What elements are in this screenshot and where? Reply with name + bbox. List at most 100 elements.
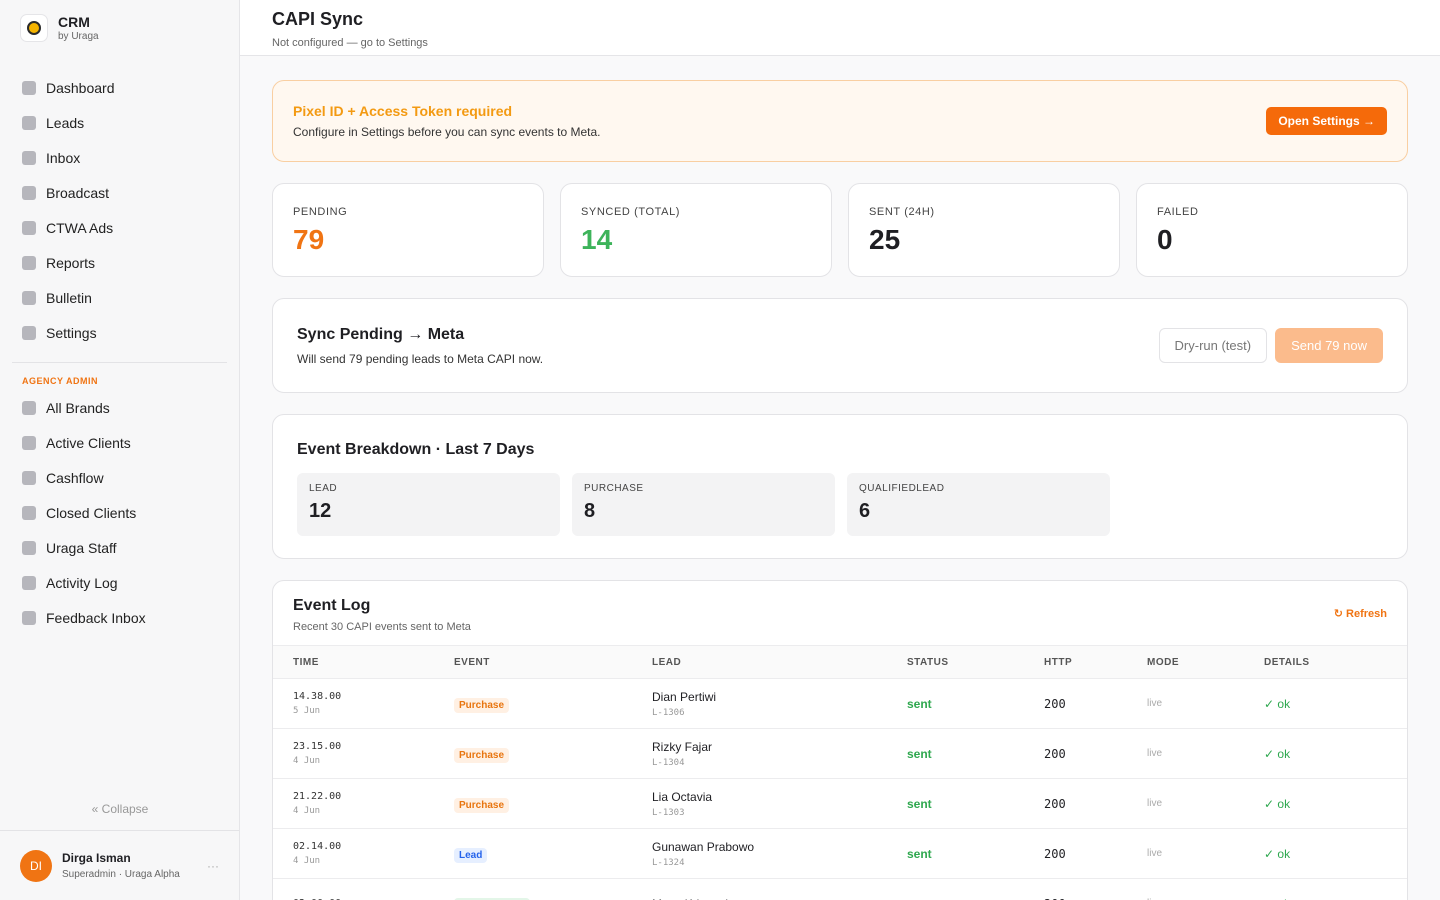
- table-row: 21.22.00 4 Jun Purchase Lia Octavia L-1303 se…: [273, 778, 1407, 828]
- alert-text: Configure in Settings before you can syn…: [293, 125, 601, 139]
- dry-run-button[interactable]: Dry-run (test): [1158, 328, 1268, 363]
- stat-label: FAILED: [1157, 206, 1199, 218]
- nav-item[interactable]: Settings: [22, 323, 97, 343]
- stat-card: PENDING 79: [272, 183, 544, 277]
- nav-item[interactable]: Uraga Staff: [22, 538, 117, 558]
- nav-label: Settings: [46, 325, 97, 341]
- table-header: TIME EVENT LEAD STATUS HTTP MODE DETAILS: [273, 645, 1407, 678]
- stat-card: SYNCED (TOTAL) 14: [560, 183, 832, 277]
- nav-label: Bulletin: [46, 290, 92, 306]
- divider: [12, 362, 227, 363]
- open-settings-button[interactable]: Open Settings →: [1266, 107, 1387, 135]
- log-subtitle: Recent 30 CAPI events sent to Meta: [293, 621, 471, 633]
- nav-item[interactable]: Feedback Inbox: [22, 608, 146, 628]
- nav-item[interactable]: Closed Clients: [22, 503, 136, 523]
- nav-item[interactable]: Cashflow: [22, 468, 104, 488]
- more-button[interactable]: ···: [207, 858, 219, 873]
- column-header: HTTP: [1044, 656, 1073, 668]
- header: CAPI Sync Not configured — go to Setting…: [240, 0, 1440, 56]
- time-cell: 02.00.00: [293, 898, 341, 900]
- logo: [20, 14, 48, 42]
- nav-icon: [22, 401, 36, 415]
- nav-label: Uraga Staff: [46, 540, 117, 556]
- lead-cell: Maya Kristanti: [652, 897, 728, 900]
- nav-label: Broadcast: [46, 185, 110, 201]
- column-header: EVENT: [454, 656, 490, 668]
- sync-title: Sync Pending → Meta: [297, 325, 465, 343]
- user-box[interactable]: DI Dirga Isman Superadmin · Uraga Alpha …: [0, 830, 239, 900]
- nav-icon: [22, 221, 36, 235]
- nav-icon: [22, 256, 36, 270]
- column-header: MODE: [1147, 656, 1179, 668]
- column-header: STATUS: [907, 656, 949, 668]
- details: ✓ ok: [1264, 846, 1291, 861]
- nav-item[interactable]: Active Clients: [22, 433, 131, 453]
- avatar: DI: [20, 849, 52, 882]
- mode: live: [1147, 798, 1163, 809]
- http: 200: [1044, 696, 1066, 711]
- breakdown-value: 6: [859, 500, 871, 522]
- breakdown-value: 8: [584, 500, 596, 522]
- nav-icon: [22, 436, 36, 450]
- nav-item[interactable]: Dashboard: [22, 78, 115, 98]
- http: 200: [1044, 746, 1066, 761]
- http: 200: [1044, 796, 1066, 811]
- nav-item[interactable]: Bulletin: [22, 288, 92, 308]
- stat-value: 14: [581, 224, 613, 255]
- mode: live: [1147, 898, 1162, 900]
- stat-value: 0: [1157, 224, 1173, 255]
- breakdown-label: LEAD: [309, 483, 338, 494]
- lead-name: Lia Octavia: [652, 789, 713, 804]
- nav-item[interactable]: All Brands: [22, 398, 110, 418]
- lead-id: L-1324: [652, 857, 685, 868]
- send-button[interactable]: Send 79 now: [1275, 328, 1383, 363]
- nav-item[interactable]: CTWA Ads: [22, 218, 113, 238]
- column-header: DETAILS: [1264, 656, 1310, 668]
- breakdown-label: QUALIFIEDLEAD: [859, 483, 945, 494]
- event-cell: QualifiedLead: [454, 895, 531, 900]
- time: 14.38.00: [293, 691, 342, 702]
- details: ✓ ok: [1264, 796, 1291, 811]
- refresh-button[interactable]: ↻ Refresh: [1333, 608, 1387, 620]
- lead-id: L-1304: [652, 757, 685, 768]
- brand-by: by Uraga: [58, 31, 99, 42]
- nav-label: Leads: [46, 115, 85, 131]
- nav-icon: [22, 81, 36, 95]
- nav-item[interactable]: Activity Log: [22, 573, 118, 593]
- nav-label: Active Clients: [46, 435, 131, 451]
- main: CAPI Sync Not configured — go to Setting…: [240, 0, 1440, 900]
- stat-value: 79: [293, 224, 325, 255]
- stat-label: SYNCED (TOTAL): [581, 206, 681, 218]
- time-cell: 23.15.00 4 Jun: [293, 741, 341, 766]
- sync-card: Sync Pending → Meta Will send 79 pending…: [272, 298, 1408, 393]
- collapse-button[interactable]: « Collapse: [91, 802, 149, 816]
- nav-item[interactable]: Reports: [22, 253, 95, 273]
- nav-item[interactable]: Leads: [22, 113, 84, 133]
- page-subtitle: Not configured — go to Settings: [272, 37, 428, 49]
- date: 4 Jun: [293, 756, 321, 766]
- nav-label: Reports: [46, 255, 96, 271]
- lead-name: Rizky Fajar: [652, 739, 713, 754]
- log-title: Event Log: [293, 597, 371, 614]
- nav-icon: [22, 471, 36, 485]
- nav-item[interactable]: Inbox: [22, 148, 80, 168]
- details: ✓ ok: [1264, 746, 1291, 761]
- table-row: 02.14.00 4 Jun Lead Gunawan Prabowo L-1324 se…: [273, 828, 1407, 878]
- nav-icon: [22, 541, 36, 555]
- nav-label: Closed Clients: [46, 505, 137, 521]
- stat-label: SENT (24H): [869, 206, 935, 218]
- brand: CRM by Uraga: [20, 14, 99, 42]
- breakdown-title: Event Breakdown · Last 7 Days: [297, 441, 535, 458]
- lead-id: L-1303: [652, 807, 685, 818]
- status: sent: [907, 897, 932, 900]
- nav-item[interactable]: Broadcast: [22, 183, 109, 203]
- lead-name: Gunawan Prabowo: [652, 839, 755, 854]
- date: 5 Jun: [293, 706, 321, 716]
- nav-icon: [22, 291, 36, 305]
- nav-label: Feedback Inbox: [46, 610, 146, 626]
- event-cell: Lead: [454, 845, 488, 863]
- content: Pixel ID + Access Token required Configu…: [240, 56, 1440, 900]
- nav-label: Cashflow: [46, 470, 104, 486]
- breakdown-label: PURCHASE: [584, 483, 644, 494]
